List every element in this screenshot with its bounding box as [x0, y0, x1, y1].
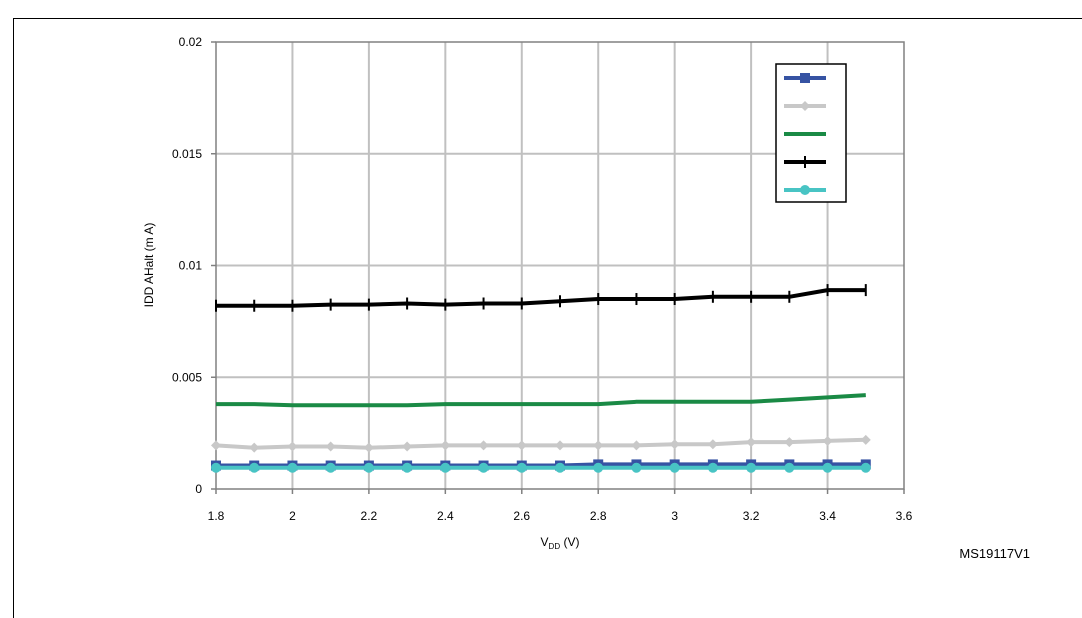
x-tick-label: 2.4 — [437, 509, 454, 523]
data-point — [746, 462, 757, 473]
series-5 — [211, 462, 871, 473]
y-tick-label: 0.005 — [172, 370, 202, 384]
series-4 — [215, 284, 867, 312]
data-point — [325, 441, 336, 452]
data-point — [860, 434, 871, 445]
legend-entry-4 — [784, 156, 826, 168]
axes: 1.8 2 2.2 2.4 2.6 2.8 3 3.2 3.4 3.6 0 0.005 0.01 0.01… — [172, 35, 913, 523]
legend-entry-1 — [784, 73, 826, 83]
y-tick-label: 0.02 — [179, 35, 203, 49]
x-axis-label: VDD (V) — [541, 535, 580, 551]
data-point — [707, 439, 718, 450]
data-point — [860, 462, 871, 473]
data-point — [784, 462, 795, 473]
legend-marker — [800, 185, 810, 195]
data-point — [402, 462, 413, 473]
data-point — [631, 462, 642, 473]
series-3 — [216, 393, 866, 408]
data-point — [287, 462, 298, 473]
series-layer — [211, 284, 871, 473]
x-tick-label: 1.8 — [208, 509, 225, 523]
data-point — [440, 440, 451, 451]
series-line — [215, 437, 866, 450]
chart: 1.8 2 2.2 2.4 2.6 2.8 3 3.2 3.4 3.6 0 0.005 0.01 0.01… — [142, 35, 913, 551]
series-line — [216, 393, 866, 408]
data-point — [593, 440, 604, 451]
figure-reference-code: MS19117V1 — [959, 546, 1030, 561]
data-point — [746, 437, 757, 448]
data-point — [555, 440, 565, 451]
data-point — [593, 462, 604, 473]
x-axis-label-sub: DD — [549, 542, 561, 551]
x-tick-label: 3.6 — [896, 509, 913, 523]
x-tick-label: 2.2 — [361, 509, 378, 523]
grid — [216, 42, 904, 489]
data-point — [211, 440, 221, 451]
data-point — [211, 462, 221, 473]
x-tick-label: 2.6 — [513, 509, 530, 523]
data-point — [516, 440, 527, 451]
data-point — [249, 442, 260, 453]
data-point — [822, 462, 833, 473]
data-point — [822, 435, 833, 446]
series-line — [216, 462, 866, 468]
data-point — [478, 440, 489, 451]
y-tick-label: 0.01 — [179, 259, 203, 273]
data-point — [325, 462, 336, 473]
y-tick-label: 0.015 — [172, 147, 202, 161]
x-tick-label: 2.8 — [590, 509, 607, 523]
x-axis-label-main: V — [541, 535, 549, 549]
x-tick-label: 3 — [671, 509, 678, 523]
data-point — [631, 440, 642, 451]
data-point — [669, 462, 680, 473]
x-tick-label: 3.4 — [819, 509, 836, 523]
data-point — [287, 441, 298, 452]
data-point — [478, 462, 489, 473]
series-2 — [211, 434, 871, 453]
y-axis-label: IDD AHalt (m A) — [142, 223, 156, 308]
data-point — [363, 442, 374, 453]
data-point — [784, 437, 795, 448]
data-point — [555, 462, 565, 473]
data-point — [363, 462, 374, 473]
x-tick-label: 3.2 — [743, 509, 760, 523]
data-point — [669, 439, 680, 450]
legend-marker — [800, 73, 810, 83]
x-tick-label: 2 — [289, 509, 296, 523]
data-point — [516, 462, 527, 473]
data-point — [707, 462, 718, 473]
y-tick-label: 0 — [195, 482, 202, 496]
legend-entry-5 — [784, 185, 826, 195]
data-point — [249, 462, 260, 473]
x-axis-label-suffix: (V) — [560, 535, 579, 549]
figure-frame — [13, 18, 1082, 618]
data-point — [440, 462, 451, 473]
series-line — [216, 288, 866, 308]
legend — [775, 63, 847, 203]
data-point — [402, 441, 413, 452]
legend-marker — [800, 101, 810, 111]
legend-entry-2 — [784, 101, 826, 111]
